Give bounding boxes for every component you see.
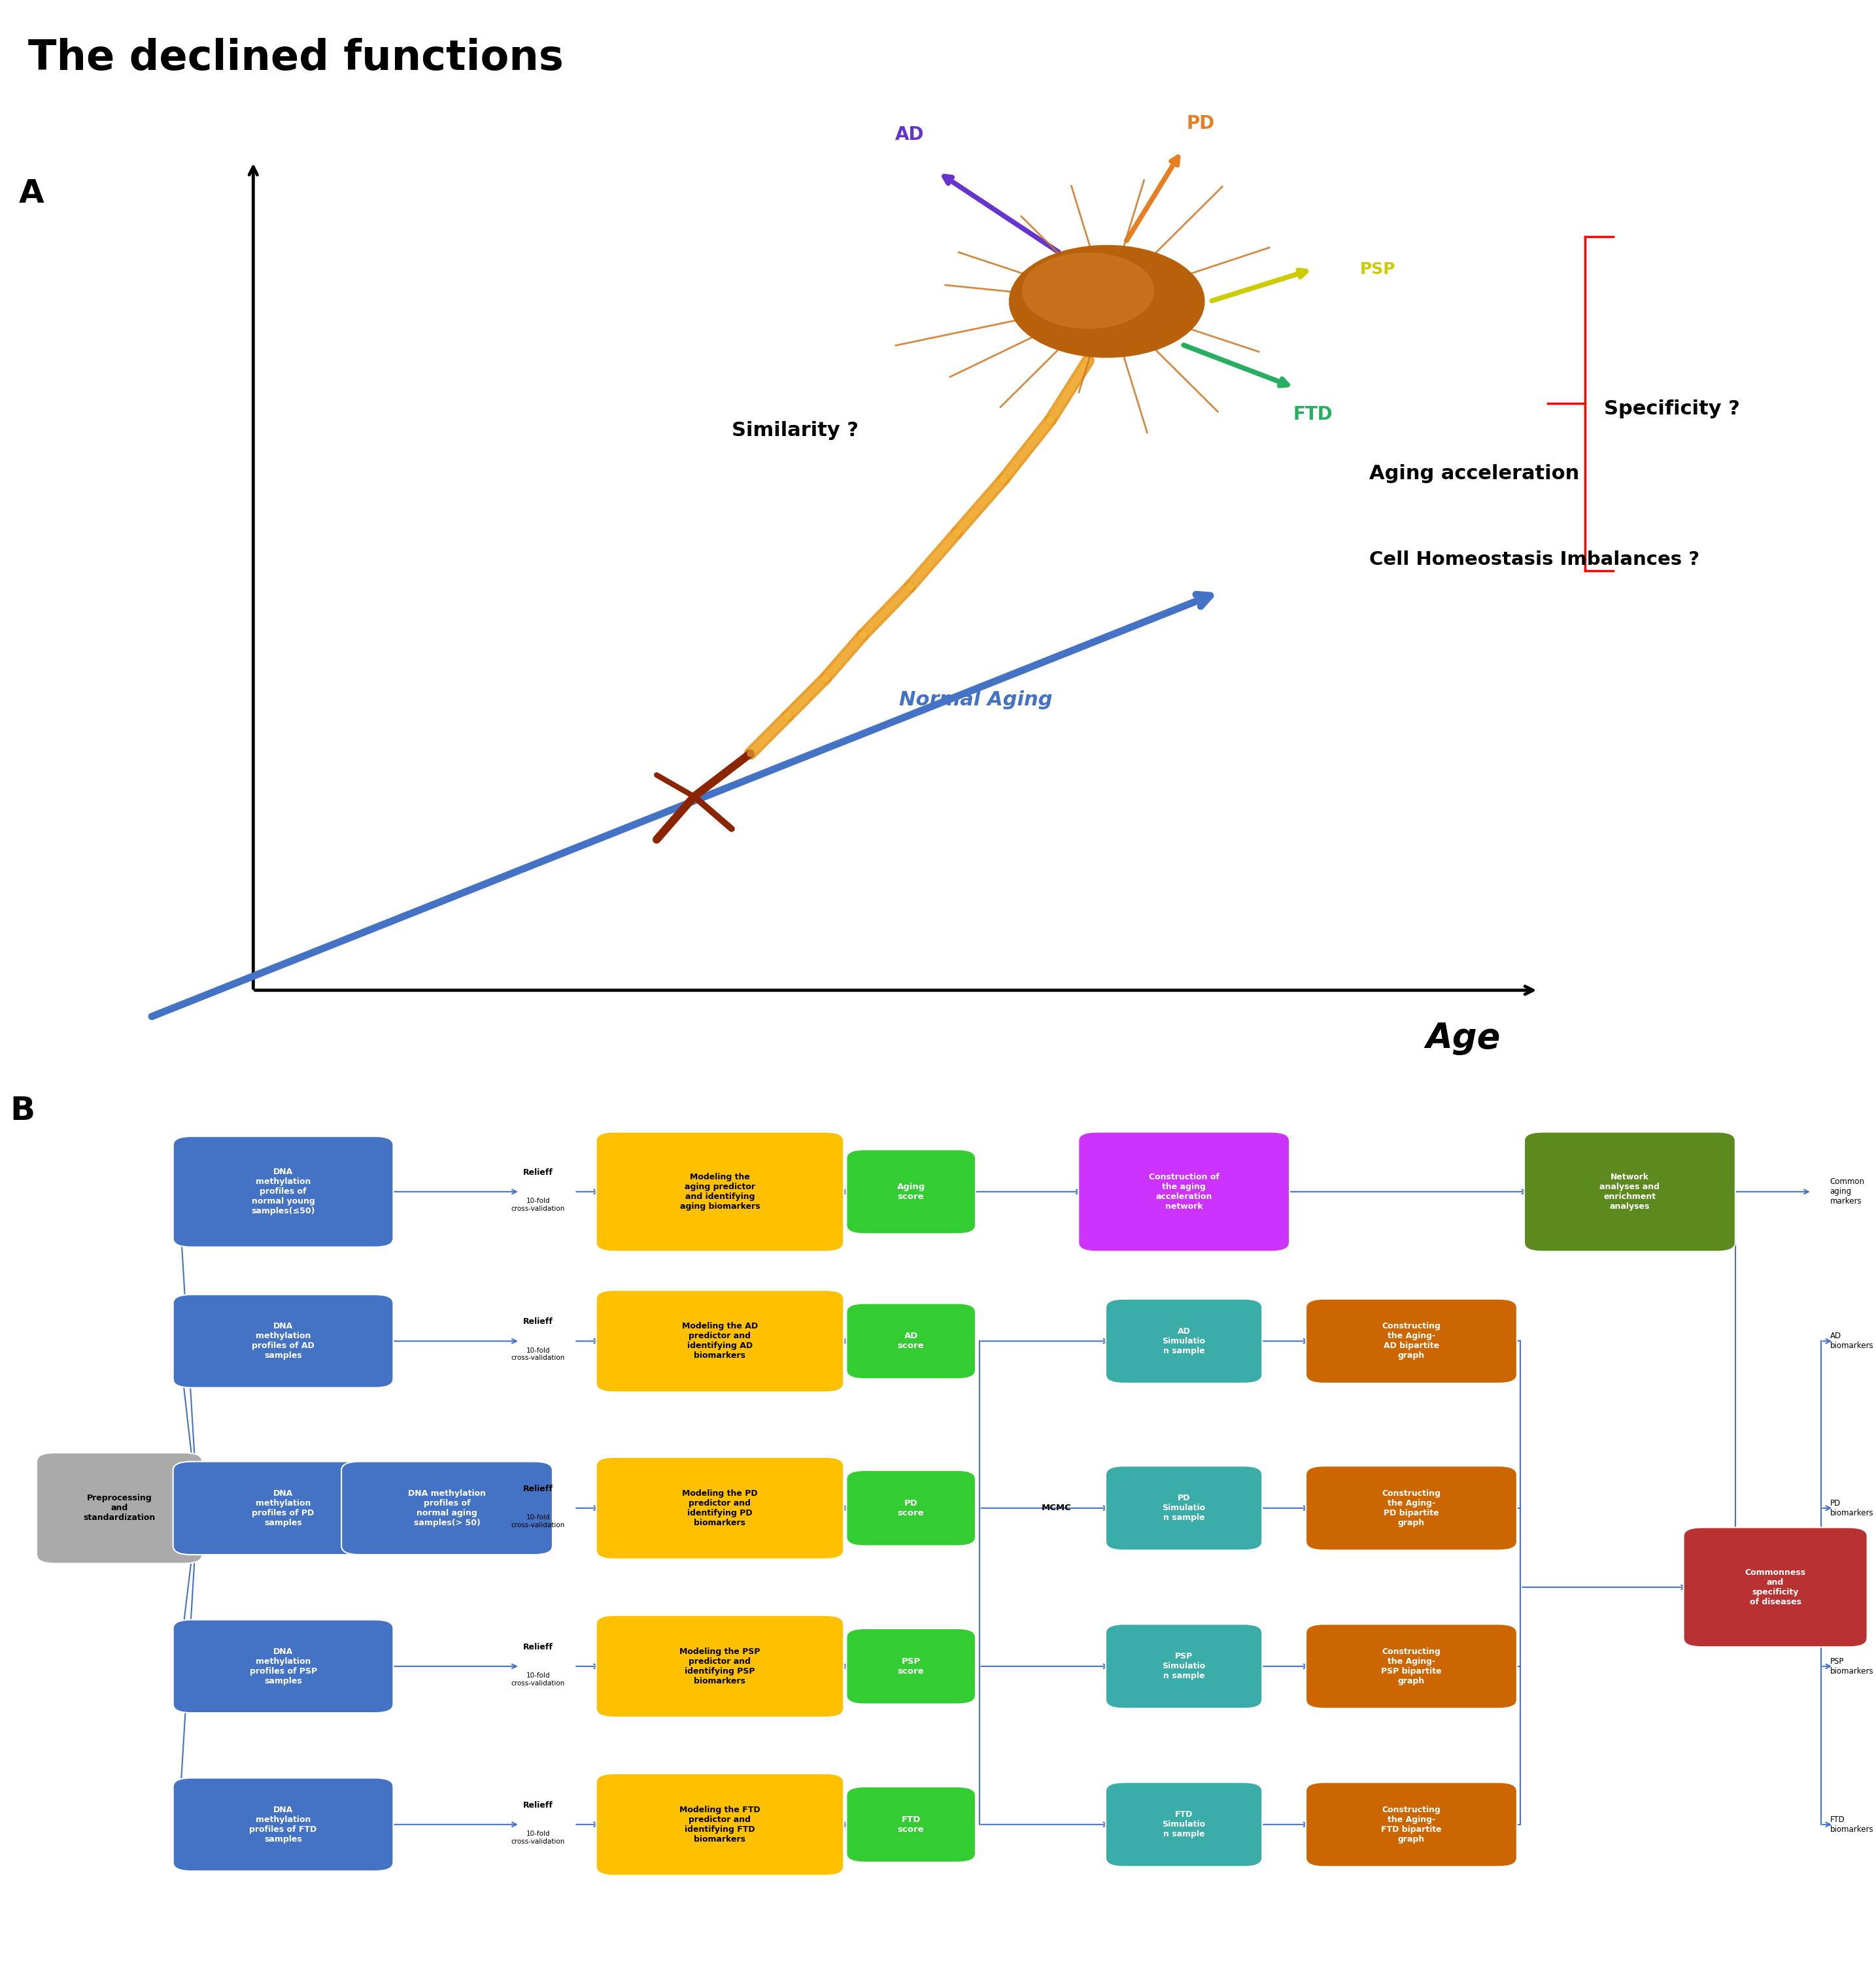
Text: Normal Aging: Normal Aging xyxy=(899,689,1052,709)
FancyBboxPatch shape xyxy=(1306,1465,1518,1550)
FancyBboxPatch shape xyxy=(1306,1781,1518,1866)
Text: Age: Age xyxy=(1426,1021,1501,1055)
FancyBboxPatch shape xyxy=(1105,1300,1263,1382)
FancyBboxPatch shape xyxy=(846,1469,976,1546)
Text: Network
analyses and
enrichment
analyses: Network analyses and enrichment analyses xyxy=(1600,1173,1660,1211)
Text: Aging acceleration: Aging acceleration xyxy=(1369,464,1580,484)
FancyBboxPatch shape xyxy=(597,1774,844,1876)
Text: Relieff: Relieff xyxy=(523,1801,553,1809)
Text: 10-fold
cross-validation: 10-fold cross-validation xyxy=(510,1515,565,1529)
Text: The declined functions: The declined functions xyxy=(28,38,563,79)
Text: Specificity ?: Specificity ? xyxy=(1604,399,1739,419)
FancyBboxPatch shape xyxy=(597,1132,844,1252)
Text: Modeling the PD
predictor and
identifying PD
biomarkers: Modeling the PD predictor and identifyin… xyxy=(683,1489,758,1527)
FancyBboxPatch shape xyxy=(846,1149,976,1234)
FancyBboxPatch shape xyxy=(1683,1527,1867,1647)
Text: PD
Simulatio
n sample: PD Simulatio n sample xyxy=(1163,1493,1206,1523)
FancyBboxPatch shape xyxy=(1105,1781,1263,1866)
Text: 10-fold
cross-validation: 10-fold cross-validation xyxy=(510,1673,565,1687)
FancyBboxPatch shape xyxy=(1079,1132,1289,1252)
Text: 10-fold
cross-validation: 10-fold cross-validation xyxy=(510,1831,565,1845)
Text: MCMC: MCMC xyxy=(1041,1503,1071,1513)
Text: DNA
methylation
profiles of AD
samples: DNA methylation profiles of AD samples xyxy=(251,1321,315,1361)
Text: Commonness
and
specificity
of diseases: Commonness and specificity of diseases xyxy=(1745,1568,1807,1606)
Text: FTD
Simulatio
n sample: FTD Simulatio n sample xyxy=(1163,1811,1206,1839)
FancyBboxPatch shape xyxy=(846,1304,976,1379)
Text: DNA
methylation
profiles of FTD
samples: DNA methylation profiles of FTD samples xyxy=(250,1805,317,1843)
Text: AD
biomarkers: AD biomarkers xyxy=(1829,1331,1874,1351)
Text: Modeling the PSP
predictor and
identifying PSP
biomarkers: Modeling the PSP predictor and identifyi… xyxy=(679,1647,760,1685)
FancyBboxPatch shape xyxy=(846,1787,976,1862)
Text: PSP
biomarkers: PSP biomarkers xyxy=(1829,1657,1874,1675)
Text: PD
score: PD score xyxy=(899,1499,925,1517)
Text: DNA
methylation
profiles of PSP
samples: DNA methylation profiles of PSP samples xyxy=(250,1647,317,1685)
FancyBboxPatch shape xyxy=(1306,1300,1518,1382)
Text: Construction of
the aging
acceleration
network: Construction of the aging acceleration n… xyxy=(1148,1173,1219,1211)
Text: 10-fold
cross-validation: 10-fold cross-validation xyxy=(510,1347,565,1361)
Text: DNA methylation
profiles of
normal aging
samples(> 50): DNA methylation profiles of normal aging… xyxy=(409,1489,486,1527)
FancyBboxPatch shape xyxy=(597,1616,844,1718)
Text: AD
score: AD score xyxy=(899,1331,925,1351)
Text: 10-fold
cross-validation: 10-fold cross-validation xyxy=(510,1199,565,1213)
FancyBboxPatch shape xyxy=(846,1629,976,1704)
Text: Relieff: Relieff xyxy=(523,1485,553,1493)
FancyBboxPatch shape xyxy=(38,1454,203,1564)
FancyBboxPatch shape xyxy=(1306,1623,1518,1708)
Text: Modeling the
aging predictor
and identifying
aging biomarkers: Modeling the aging predictor and identif… xyxy=(679,1173,760,1211)
Text: Modeling the AD
predictor and
identifying AD
biomarkers: Modeling the AD predictor and identifyin… xyxy=(683,1321,758,1361)
Text: FTD
biomarkers: FTD biomarkers xyxy=(1829,1815,1874,1833)
Text: Constructing
the Aging-
PSP bipartite
graph: Constructing the Aging- PSP bipartite gr… xyxy=(1381,1647,1441,1685)
Text: A: A xyxy=(19,178,45,209)
Text: FTD: FTD xyxy=(1293,405,1334,423)
FancyBboxPatch shape xyxy=(597,1458,844,1558)
Text: Constructing
the Aging-
PD bipartite
graph: Constructing the Aging- PD bipartite gra… xyxy=(1383,1489,1441,1527)
FancyBboxPatch shape xyxy=(173,1462,394,1554)
Circle shape xyxy=(1022,253,1154,328)
Text: AD
Simulatio
n sample: AD Simulatio n sample xyxy=(1163,1327,1206,1355)
Text: PD: PD xyxy=(1186,115,1216,132)
Text: B: B xyxy=(9,1094,36,1126)
Text: AD: AD xyxy=(895,124,925,144)
FancyBboxPatch shape xyxy=(1523,1132,1735,1252)
FancyBboxPatch shape xyxy=(1105,1623,1263,1708)
Text: Common
aging
markers: Common aging markers xyxy=(1829,1177,1865,1207)
FancyBboxPatch shape xyxy=(173,1778,394,1870)
FancyBboxPatch shape xyxy=(173,1294,394,1388)
Text: PSP
Simulatio
n sample: PSP Simulatio n sample xyxy=(1163,1653,1206,1681)
FancyBboxPatch shape xyxy=(173,1620,394,1712)
Text: Similarity ?: Similarity ? xyxy=(732,421,859,440)
Text: Preprocessing
and
standardization: Preprocessing and standardization xyxy=(83,1493,156,1523)
FancyBboxPatch shape xyxy=(597,1290,844,1392)
Text: PSP: PSP xyxy=(1360,261,1396,276)
Text: DNA
methylation
profiles of
normal young
samples(≤50): DNA methylation profiles of normal young… xyxy=(251,1167,315,1215)
Text: PD
biomarkers: PD biomarkers xyxy=(1829,1499,1874,1517)
Text: Relieff: Relieff xyxy=(523,1167,553,1177)
FancyBboxPatch shape xyxy=(1105,1465,1263,1550)
Text: PSP
score: PSP score xyxy=(899,1657,925,1675)
Text: Aging
score: Aging score xyxy=(897,1183,925,1201)
Text: DNA
methylation
profiles of PD
samples: DNA methylation profiles of PD samples xyxy=(251,1489,315,1527)
Text: FTD
score: FTD score xyxy=(899,1815,925,1833)
Text: Constructing
the Aging-
AD bipartite
graph: Constructing the Aging- AD bipartite gra… xyxy=(1383,1321,1441,1361)
Text: Cell Homeostasis Imbalances ?: Cell Homeostasis Imbalances ? xyxy=(1369,551,1700,569)
FancyBboxPatch shape xyxy=(341,1462,553,1554)
Text: Relieff: Relieff xyxy=(523,1317,553,1325)
FancyBboxPatch shape xyxy=(173,1136,394,1246)
Text: Constructing
the Aging-
FTD bipartite
graph: Constructing the Aging- FTD bipartite gr… xyxy=(1381,1805,1441,1843)
Circle shape xyxy=(1009,245,1204,357)
Text: Relieff: Relieff xyxy=(523,1643,553,1651)
Text: Modeling the FTD
predictor and
identifying FTD
biomarkers: Modeling the FTD predictor and identifyi… xyxy=(679,1805,760,1843)
